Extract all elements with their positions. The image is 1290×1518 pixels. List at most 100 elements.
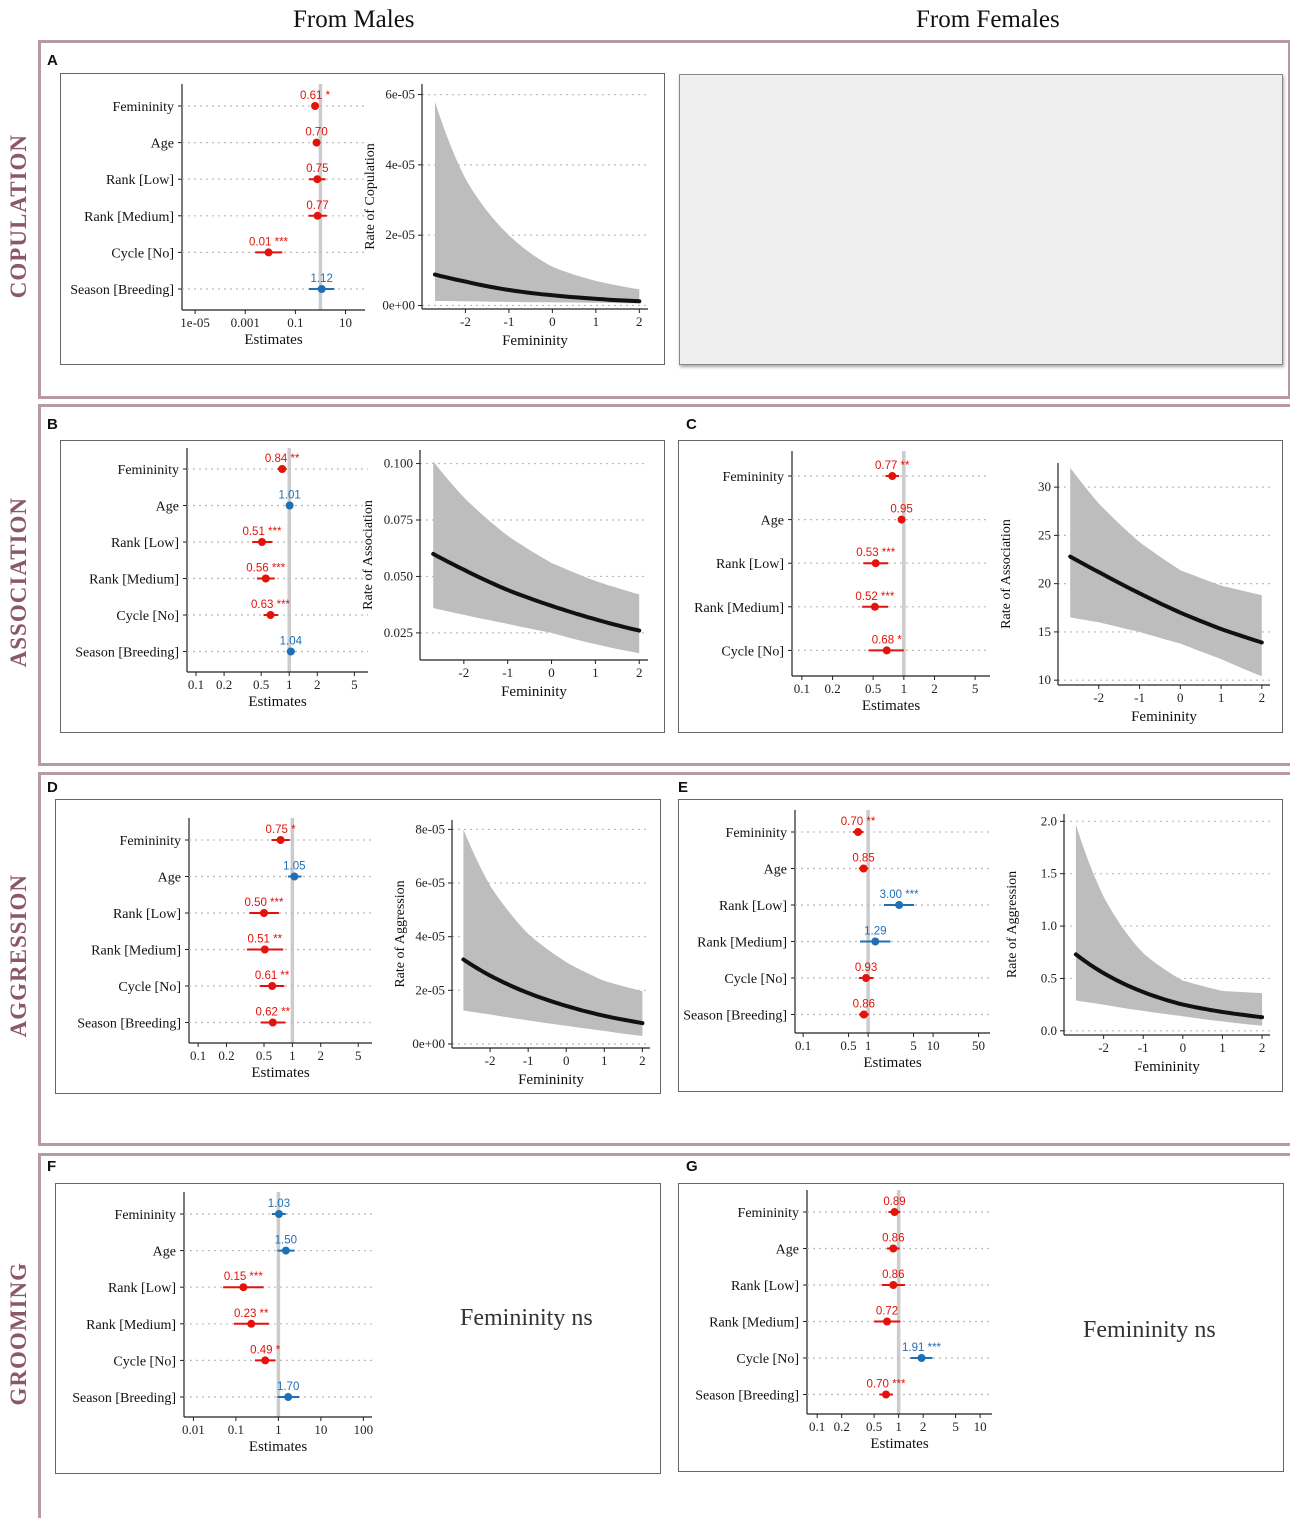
g-forest-term-label: Cycle [No]	[736, 1352, 799, 1367]
c-curve-y-tick-label: 20	[1038, 576, 1051, 591]
c-curve-y-tick-label: 30	[1038, 479, 1051, 494]
d-forest-term-label: Rank [Low]	[113, 907, 181, 922]
f-forest-term-label: Season [Breeding]	[72, 1391, 176, 1406]
b-forest-term-label: Femininity	[118, 463, 179, 478]
a-forest-value-label: 0.75	[306, 163, 328, 175]
g-forest-term-label: Femininity	[738, 1206, 799, 1221]
a-forest-point	[313, 175, 322, 184]
e-forest-x-axis-title: Estimates	[863, 1055, 921, 1071]
g-forest-value-label: 0.89	[883, 1196, 905, 1208]
d-forest-value-label: 0.61 **	[255, 970, 290, 982]
e-curve-x-tick-label: 1	[1219, 1040, 1226, 1055]
a-forest-value-label: 1.12	[310, 273, 332, 285]
b-forest-x-axis-title: Estimates	[248, 694, 306, 710]
d-curve-x-tick-label: -2	[485, 1053, 496, 1068]
g-forest-x-tick-label: 1	[895, 1419, 902, 1434]
femininity-ns-text-f: Femininity ns	[460, 1305, 593, 1331]
a-forest-term-label: Age	[151, 137, 174, 152]
a-curve-x-axis-title: Femininity	[502, 333, 568, 349]
e-curve-y-tick-label: 0.5	[1041, 970, 1057, 985]
d-forest-x-tick-label: 2	[317, 1048, 324, 1063]
a-curve-fit-line	[433, 272, 642, 304]
g-forest-term-label: Rank [Medium]	[709, 1316, 799, 1331]
g-forest-x-axis-title: Estimates	[870, 1436, 928, 1452]
d-forest-term-label: Femininity	[120, 834, 181, 849]
b-curve-y-tick-label: 0.100	[384, 456, 413, 471]
a-forest-value-label: 0.70	[305, 127, 327, 139]
d-forest-term-label: Season [Breeding]	[77, 1017, 181, 1032]
d-forest-x-tick-label: 0.2	[218, 1048, 234, 1063]
b-forest-x-tick-label: 0.2	[216, 677, 232, 692]
a-curve-x-tick-label: 1	[593, 314, 600, 329]
d-forest-point	[276, 836, 285, 844]
c-curve-x-tick-label: 1	[1218, 690, 1225, 705]
c-forest-term-label: Femininity	[723, 470, 784, 485]
c-forest-term-label: Age	[761, 514, 784, 529]
c-forest-point	[882, 646, 891, 655]
f-forest-value-label: 0.15 ***	[224, 1271, 264, 1283]
f-forest-x-axis-title: Estimates	[249, 1439, 307, 1455]
d-forest-x-tick-label: 1	[289, 1048, 296, 1063]
c-forest-x-tick-label: 2	[931, 681, 938, 696]
a-forest-point	[317, 285, 326, 293]
c-forest-value-label: 0.53 ***	[856, 547, 896, 559]
e-curve-confidence-ribbon	[1075, 824, 1263, 1026]
g-forest-x-tick-label: 0.1	[809, 1419, 825, 1434]
d-curve-y-tick-label: 0e+00	[412, 1036, 445, 1051]
c-forest-term-label: Rank [Low]	[716, 557, 784, 572]
e-curve-x-axis-title: Femininity	[1134, 1059, 1200, 1075]
b-forest-value-label: 0.84 **	[265, 453, 300, 465]
b-forest-point	[285, 501, 294, 510]
b-curve-x-tick-label: 0	[548, 665, 555, 680]
c-curve-y-axis-title: Rate of Association	[999, 519, 1014, 629]
d-forest-x-axis-title: Estimates	[251, 1065, 309, 1081]
a-forest-x-tick-label: 0.1	[287, 315, 303, 330]
e-forest-term-label: Femininity	[726, 826, 787, 841]
f-forest-value-label: 1.03	[268, 1198, 290, 1210]
header-from-males: From Males	[293, 6, 415, 33]
e-forest-value-label: 0.93	[855, 962, 877, 974]
d-curve-y-tick-label: 8e-05	[415, 821, 445, 836]
e-curve-y-tick-label: 0.0	[1041, 1023, 1057, 1038]
g-forest-x-tick-label: 0.5	[866, 1419, 882, 1434]
c-forest-x-tick-label: 0.1	[794, 681, 810, 696]
f-forest-point	[281, 1246, 290, 1255]
f-forest-value-label: 1.70	[277, 1381, 299, 1393]
b-forest-x-tick-label: 1	[286, 677, 293, 692]
g-forest-x-tick-label: 0.2	[834, 1419, 850, 1434]
d-forest-point	[260, 945, 269, 954]
e-forest-value-label: 0.85	[852, 853, 874, 865]
f-forest-point	[284, 1393, 293, 1401]
panel-label-e: E	[678, 779, 689, 796]
f-forest-x-tick-label: 10	[314, 1422, 327, 1437]
b-curve-x-tick-label: 2	[636, 665, 643, 680]
e-curve-x-tick-label: 0	[1180, 1040, 1187, 1055]
e-curve-y-tick-label: 1.0	[1041, 918, 1057, 933]
c-forest-value-label: 0.52 ***	[855, 591, 895, 603]
e-forest-value-label: 0.86	[853, 999, 875, 1011]
b-forest-x-tick-label: 5	[351, 677, 358, 692]
a-forest-x-tick-label: 0.001	[231, 315, 260, 330]
c-forest-x-tick-label: 0.5	[865, 681, 881, 696]
a-forest-term-label: Femininity	[113, 100, 174, 115]
e-forest-point	[854, 828, 863, 836]
c-curve-x-tick-label: 0	[1177, 690, 1184, 705]
a-forest-value-label: 0.01 ***	[249, 236, 289, 248]
a-forest-value-label: 0.77	[306, 200, 328, 212]
section-association	[38, 404, 1290, 766]
e-curve-x-tick-label: -2	[1098, 1040, 1109, 1055]
f-forest-x-tick-label: 1	[275, 1422, 282, 1437]
e-forest-x-tick-label: 0.1	[795, 1038, 811, 1053]
d-forest-term-label: Cycle [No]	[118, 980, 181, 995]
c-curve-y-tick-label: 25	[1038, 527, 1051, 542]
a-forest-point	[264, 248, 273, 257]
f-forest-value-label: 0.23 **	[234, 1308, 269, 1320]
panel-label-a: A	[47, 52, 58, 69]
a-forest-point	[311, 102, 320, 110]
section-grooming	[38, 1153, 1290, 1518]
d-curve-fit-line	[461, 957, 645, 1026]
c-forest-point	[888, 472, 897, 480]
panel-label-g: G	[686, 1158, 698, 1175]
d-forest-value-label: 0.51 **	[248, 934, 283, 946]
g-forest-term-label: Age	[776, 1243, 799, 1258]
